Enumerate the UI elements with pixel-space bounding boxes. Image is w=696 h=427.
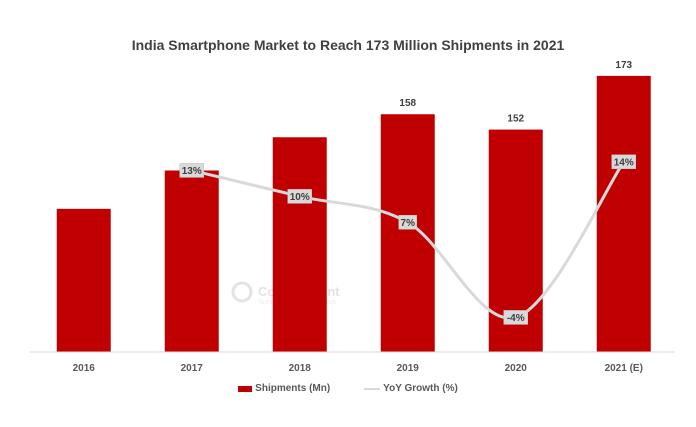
x-tick-label: 2016 [73, 363, 96, 374]
growth-label-box [287, 189, 312, 204]
x-tick-label: 2018 [289, 363, 312, 374]
bar-2019 [380, 114, 435, 353]
bar-data-label: 152 [507, 114, 524, 125]
bar-data-label: 158 [399, 98, 416, 109]
growth-data-label: -4% [507, 313, 525, 324]
growth-data-label: 14% [614, 157, 634, 168]
chart-title: India Smartphone Market to Reach 173 Mil… [131, 37, 565, 53]
x-tick-label: 2017 [181, 363, 204, 374]
x-tick-label: 2019 [397, 363, 420, 374]
x-tick-label: 2020 [505, 363, 528, 374]
bar-2021 (E) [596, 75, 651, 352]
legend-label: YoY Growth (%) [383, 383, 458, 394]
legend-swatch-bar [238, 385, 253, 392]
legend-label: Shipments (Mn) [255, 383, 331, 394]
growth-data-label: 10% [290, 192, 310, 203]
growth-data-label: 13% [182, 166, 202, 177]
growth-label-box [503, 310, 528, 325]
growth-label-box [398, 215, 417, 230]
bar-2017 [164, 170, 219, 352]
x-tick-label: 2021 (E) [605, 363, 643, 374]
legend-swatch-line [364, 387, 381, 390]
growth-data-label: 7% [401, 218, 416, 229]
bar-data-label: 173 [615, 60, 632, 71]
growth-label-box [179, 163, 204, 178]
growth-label-box [611, 154, 636, 170]
legend: Shipments (Mn) YoY Growth (%) [0, 383, 696, 394]
watermark-logo-icon [231, 281, 253, 303]
bar-2018 [272, 137, 327, 352]
growth-line [191, 160, 625, 320]
legend-item-growth: YoY Growth (%) [364, 383, 458, 394]
bar-2016 [56, 208, 111, 352]
legend-item-shipments: Shipments (Mn) [238, 383, 330, 394]
